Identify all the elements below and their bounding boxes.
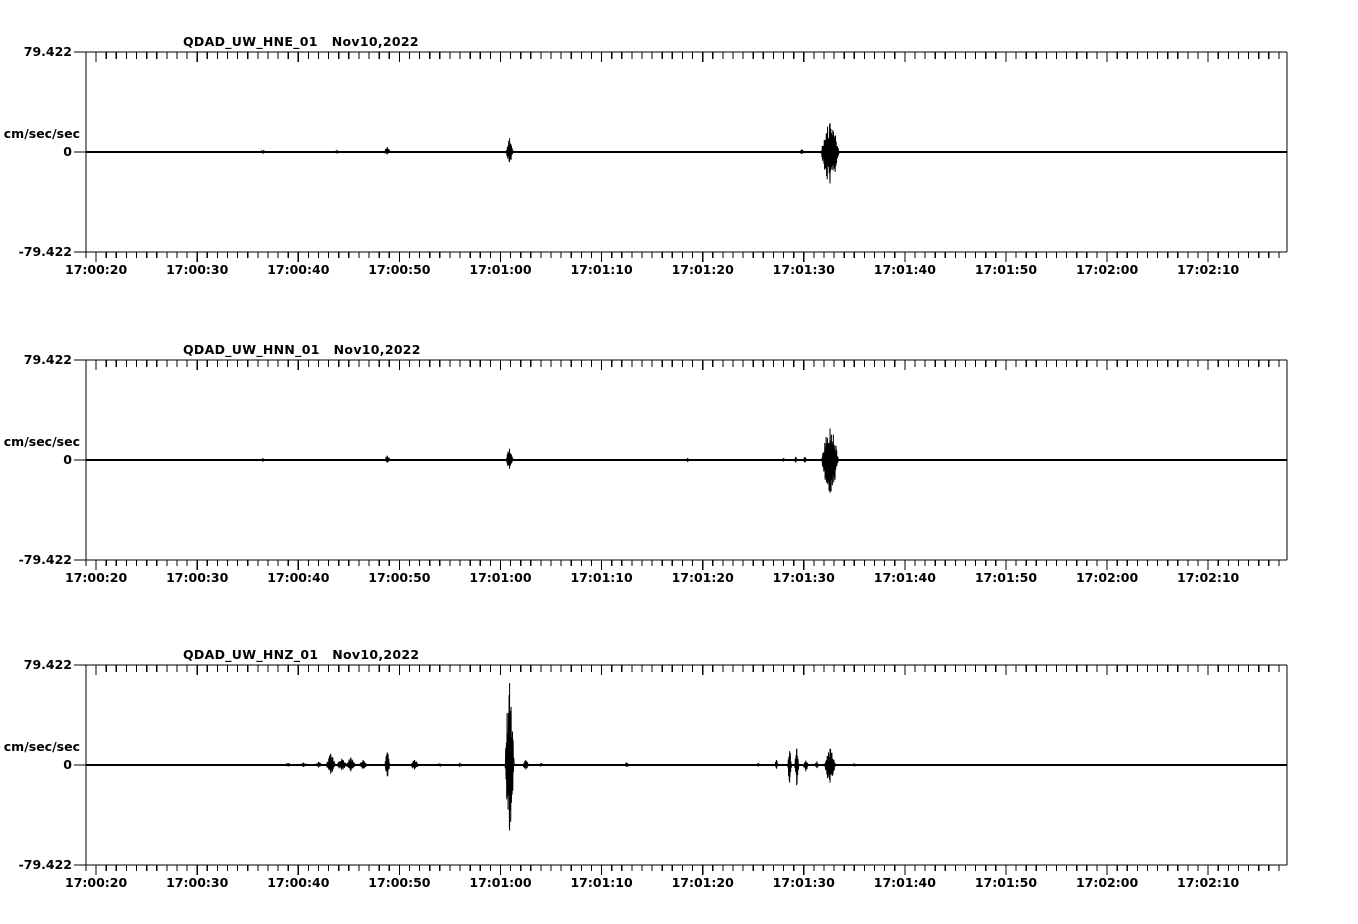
x-tick-label: 17:02:00 xyxy=(1075,262,1139,277)
y-tick-label-min: -79.422 xyxy=(18,552,72,567)
x-tick-label: 17:01:40 xyxy=(873,570,936,585)
x-tick-label: 17:02:10 xyxy=(1177,570,1240,585)
x-tick-label: 17:01:50 xyxy=(974,570,1038,585)
plot-area-hnn xyxy=(74,359,1288,570)
x-tick-label: 17:01:30 xyxy=(772,570,835,585)
x-tick-label: 17:02:10 xyxy=(1177,262,1240,277)
x-tick-label: 17:00:30 xyxy=(166,875,229,890)
x-tick-label: 17:00:30 xyxy=(166,262,229,277)
y-tick-label-max: 79.422 xyxy=(23,44,72,59)
x-tick-label: 17:00:30 xyxy=(166,570,229,585)
x-tick-label: 17:02:00 xyxy=(1075,570,1139,585)
panel-title-hnz: QDAD_UW_HNZ_01 Nov10,2022 xyxy=(183,647,420,662)
x-tick-label: 17:02:10 xyxy=(1177,875,1240,890)
y-tick-label-max: 79.422 xyxy=(23,657,72,672)
x-tick-label: 17:01:10 xyxy=(570,875,633,890)
x-tick-label: 17:01:50 xyxy=(974,262,1038,277)
x-tick-label: 17:01:10 xyxy=(570,262,633,277)
x-tick-label: 17:01:40 xyxy=(873,262,936,277)
x-tick-label: 17:01:50 xyxy=(974,875,1038,890)
x-tick-label: 17:01:20 xyxy=(671,875,734,890)
plot-area-hnz xyxy=(74,664,1288,875)
x-tick-label: 17:01:20 xyxy=(671,570,734,585)
x-tick-label: 17:01:00 xyxy=(469,570,532,585)
x-tick-label: 17:02:00 xyxy=(1075,875,1139,890)
y-tick-label-zero: 0 xyxy=(63,757,72,772)
y-axis-units-label: cm/sec/sec xyxy=(3,126,80,141)
x-tick-label: 17:00:50 xyxy=(368,570,431,585)
x-tick-label: 17:00:20 xyxy=(65,262,128,277)
y-axis-units-label: cm/sec/sec xyxy=(3,434,80,449)
x-tick-label: 17:00:50 xyxy=(368,875,431,890)
x-tick-label: 17:01:00 xyxy=(469,875,532,890)
y-tick-label-max: 79.422 xyxy=(23,352,72,367)
x-tick-label: 17:00:40 xyxy=(267,262,330,277)
y-tick-label-min: -79.422 xyxy=(18,244,72,259)
y-axis-units-label: cm/sec/sec xyxy=(3,739,80,754)
plot-area-hne xyxy=(74,51,1288,262)
x-tick-label: 17:00:40 xyxy=(267,875,330,890)
x-tick-label: 17:00:40 xyxy=(267,570,330,585)
x-tick-label: 17:01:00 xyxy=(469,262,532,277)
x-tick-label: 17:00:50 xyxy=(368,262,431,277)
x-tick-label: 17:00:20 xyxy=(65,875,128,890)
panel-title-hnn: QDAD_UW_HNN_01 Nov10,2022 xyxy=(183,342,421,357)
x-tick-label: 17:01:30 xyxy=(772,262,835,277)
y-tick-label-zero: 0 xyxy=(63,144,72,159)
x-tick-label: 17:00:20 xyxy=(65,570,128,585)
x-tick-label: 17:01:20 xyxy=(671,262,734,277)
y-tick-label-zero: 0 xyxy=(63,452,72,467)
panel-title-hne: QDAD_UW_HNE_01 Nov10,2022 xyxy=(183,34,419,49)
y-tick-label-min: -79.422 xyxy=(18,857,72,872)
x-tick-label: 17:01:30 xyxy=(772,875,835,890)
x-tick-label: 17:01:40 xyxy=(873,875,936,890)
x-tick-label: 17:01:10 xyxy=(570,570,633,585)
